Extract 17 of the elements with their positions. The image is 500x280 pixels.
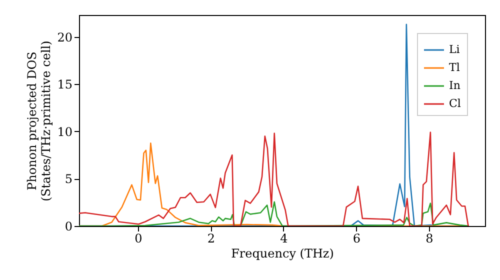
line-series <box>79 201 470 226</box>
legend-label: Cl <box>449 97 462 110</box>
legend-label: In <box>449 79 460 92</box>
x-tick-label: 0 <box>134 232 142 246</box>
x-tick-label: 8 <box>426 232 434 246</box>
y-tick-label: 10 <box>57 124 72 139</box>
x-tick-label: 4 <box>280 232 288 246</box>
y-tick-label: 20 <box>57 30 72 44</box>
y-tick-label: 5 <box>64 172 72 186</box>
y-axis-title: Phonon projected DOS (States/THz·primitive cell) <box>25 40 54 202</box>
legend-label: Tl <box>449 61 460 74</box>
x-axis-title: Frequency (THz) <box>231 246 334 260</box>
y-tick-label: 0 <box>64 220 72 234</box>
legend-label: Li <box>449 43 460 56</box>
x-tick-label: 6 <box>352 232 361 246</box>
y-tick-label: 15 <box>57 78 72 92</box>
x-tick-label: 2 <box>207 232 216 246</box>
